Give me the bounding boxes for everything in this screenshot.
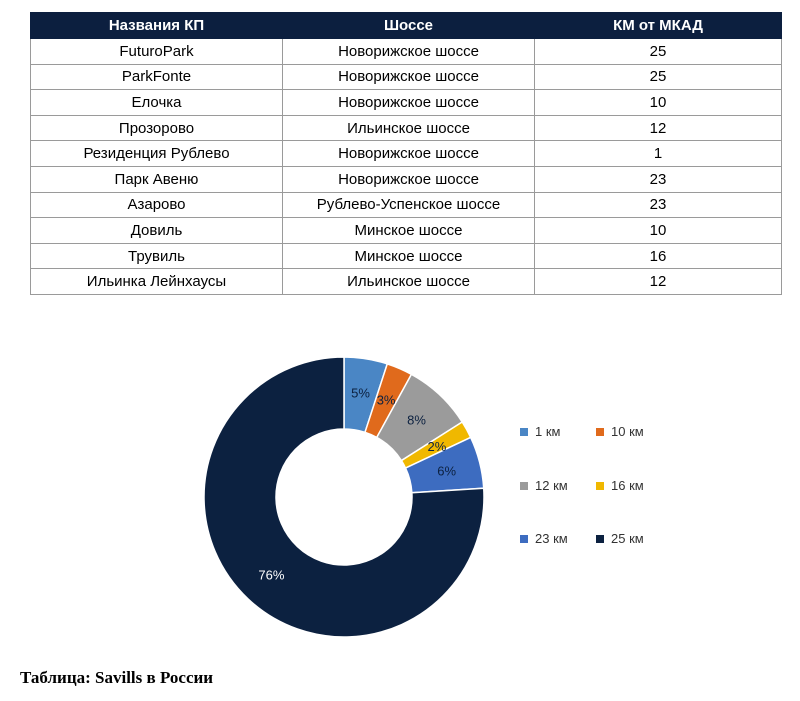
legend-swatch [596,482,604,490]
donut-labels: 5% 3% 8%2% 6% 76% [258,385,456,582]
cell-distance: 12 [534,268,782,295]
cell-settlement: Резиденция Рублево [30,140,283,167]
table-row: FuturoPark Новорижское шоссе 25 [30,38,782,65]
data-table-container: Названия КП Шоссе КМ от МКАД FuturoPark … [30,12,782,295]
cell-highway: Новорижское шоссе [282,38,535,65]
cell-distance: 23 [534,191,782,219]
legend-label: 10 км [611,424,644,439]
slice-percent-label: 5% [351,385,370,400]
cell-distance: 10 [534,217,782,244]
cell-distance: 25 [534,38,782,65]
cell-distance: 25 [534,63,782,91]
slice-percent-label: 8% [407,413,426,428]
cell-distance: 16 [534,242,782,270]
legend-swatch [520,428,528,436]
table-row: Ильинка Лейнхаусы Ильинское шоссе 12 [30,268,782,295]
slice-percent-label: 76% [258,567,284,582]
source-caption: Таблица: Savills в России [20,668,214,687]
cell-settlement: Парк Авеню [30,165,283,193]
cell-settlement: Прозорово [30,114,283,142]
table-row: ParkFonte Новорижское шоссе 25 [30,63,782,91]
cell-highway: Минское шоссе [282,217,535,244]
legend-label: 23 км [535,531,568,546]
cell-highway: Новорижское шоссе [282,140,535,167]
chart-legend: 1 км 10 км 12 км 16 км 23 км 25 км [520,424,644,546]
donut-slice [203,356,485,638]
slice-percent-label: 6% [437,464,456,479]
legend-label: 16 км [611,478,644,493]
legend-swatch [520,482,528,490]
cell-distance: 23 [534,165,782,193]
legend-swatch [596,428,604,436]
legend-label: 1 км [535,424,561,439]
cell-settlement: Ильинка Лейнхаусы [30,268,283,295]
legend-swatch [596,535,604,543]
cell-distance: 10 [534,89,782,116]
table-row: Азарово Рублево-Успенское шоссе 23 [30,191,782,219]
cell-highway: Рублево-Успенское шоссе [282,191,535,219]
header-settlement: Названия КП [30,12,283,39]
header-distance: КМ от МКАД [534,12,782,39]
distance-donut-chart: 5% 3% 8%2% 6% 76% 1 км 10 км 12 км 16 км 23 км 25… [203,356,644,638]
cell-settlement: ParkFonte [30,63,283,91]
cell-settlement: Трувиль [30,242,283,270]
cell-settlement: Довиль [30,217,283,244]
cell-highway: Новорижское шоссе [282,165,535,193]
cell-settlement: Елочка [30,89,283,116]
legend-swatch [520,535,528,543]
table-row: Парк Авеню Новорижское шоссе 23 [30,165,782,193]
table-row: Довиль Минское шоссе 10 [30,217,782,244]
table-row: Трувиль Минское шоссе 16 [30,242,782,270]
table-header-row: Названия КП Шоссе КМ от МКАД [30,12,782,39]
cell-distance: 12 [534,114,782,142]
cell-distance: 1 [534,140,782,167]
cell-highway: Новорижское шоссе [282,89,535,116]
cell-settlement: FuturoPark [30,38,283,65]
cell-highway: Ильинское шоссе [282,114,535,142]
slice-percent-label: 2% [427,439,446,454]
cell-highway: Новорижское шоссе [282,63,535,91]
donut-slices [203,356,485,638]
table-row: Елочка Новорижское шоссе 10 [30,89,782,116]
slice-percent-label: 3% [377,393,396,408]
settlements-table: Названия КП Шоссе КМ от МКАД FuturoPark … [30,12,782,295]
table-row: Прозорово Ильинское шоссе 12 [30,114,782,142]
table-row: Резиденция Рублево Новорижское шоссе 1 [30,140,782,167]
cell-highway: Ильинское шоссе [282,268,535,295]
cell-highway: Минское шоссе [282,242,535,270]
cell-settlement: Азарово [30,191,283,219]
header-highway: Шоссе [282,12,535,39]
legend-label: 12 км [535,478,568,493]
legend-label: 25 км [611,531,644,546]
